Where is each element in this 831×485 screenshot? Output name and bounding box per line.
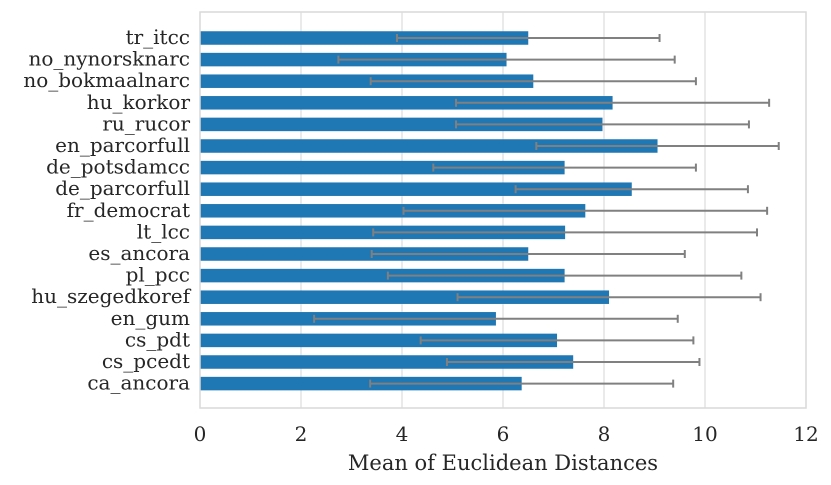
x-tick-label: 0 xyxy=(194,422,207,446)
bar xyxy=(200,355,574,369)
bar xyxy=(200,182,632,196)
bar xyxy=(200,31,529,45)
category-label: cs_pdt xyxy=(125,327,190,351)
category-label: en_gum xyxy=(111,306,190,330)
bar xyxy=(200,376,522,391)
bar xyxy=(200,333,558,348)
category-label: de_potsdamcc xyxy=(46,155,190,179)
x-tick-label: 4 xyxy=(396,422,409,446)
bar xyxy=(200,268,565,283)
category-label: no_bokmaalnarc xyxy=(23,68,190,92)
x-tick-label: 8 xyxy=(598,422,611,446)
category-label: ca_ancora xyxy=(87,371,190,395)
category-label: hu_korkor xyxy=(87,90,191,114)
error-bars xyxy=(313,34,780,388)
bar xyxy=(200,160,565,175)
category-label: tr_itcc xyxy=(126,25,190,49)
category-label: lt_lcc xyxy=(137,219,190,243)
x-tick-label: 10 xyxy=(692,422,717,446)
bar xyxy=(200,117,603,132)
bar xyxy=(200,96,613,110)
x-tick-label: 6 xyxy=(497,422,510,446)
category-label: cs_pcedt xyxy=(102,349,190,373)
x-tick-label: 12 xyxy=(793,422,818,446)
bar xyxy=(200,74,534,88)
bar xyxy=(200,247,529,261)
category-label: en_parcorfull xyxy=(55,133,190,157)
bar xyxy=(200,204,586,218)
category-label: pl_pcc xyxy=(126,263,190,287)
bars xyxy=(200,31,658,391)
x-axis-title: Mean of Euclidean Distances xyxy=(348,451,658,475)
category-labels: tr_itccno_nynorsknarcno_bokmaalnarchu_ko… xyxy=(23,25,191,395)
bar xyxy=(200,290,610,304)
x-tick-label: 2 xyxy=(295,422,308,446)
category-label: no_nynorsknarc xyxy=(28,47,190,71)
category-label: de_parcorfull xyxy=(55,176,190,200)
plot-frame xyxy=(199,11,807,409)
category-label: hu_szegedkoref xyxy=(31,284,191,308)
category-label: es_ancora xyxy=(88,241,190,265)
category-label: fr_democrat xyxy=(67,198,190,222)
x-tick-labels: 0 2 4 6 8 10 12 xyxy=(194,422,819,446)
bar xyxy=(200,139,658,153)
category-label: ru_rucor xyxy=(102,111,190,135)
